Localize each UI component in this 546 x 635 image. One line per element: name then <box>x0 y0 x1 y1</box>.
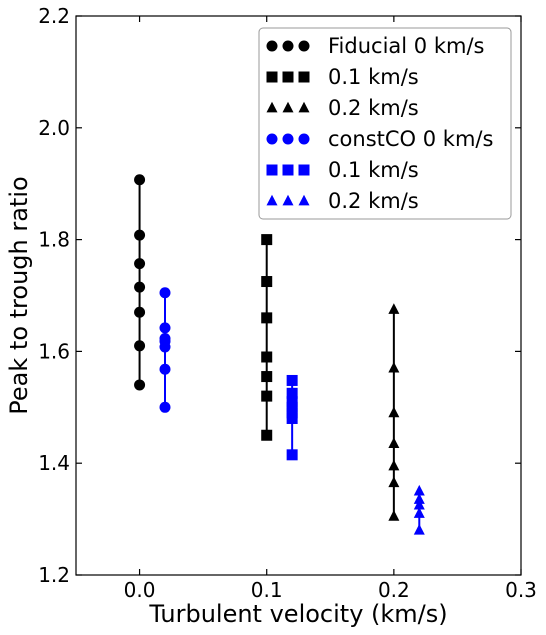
legend-marker <box>298 101 310 113</box>
data-point <box>286 412 298 424</box>
data-point <box>413 498 425 510</box>
legend-label: 0.2 km/s <box>328 96 419 120</box>
legend-label: Fiducial 0 km/s <box>328 34 484 58</box>
data-point <box>388 510 400 521</box>
legend-item: 0.1 km/s <box>266 158 419 182</box>
x-tick-label: 0.3 <box>505 578 537 602</box>
legend-marker <box>298 133 310 145</box>
data-point <box>388 303 400 314</box>
data-point <box>159 333 171 345</box>
legend-marker <box>282 71 294 83</box>
legend-marker <box>282 164 294 176</box>
legend: Fiducial 0 km/s 0.1 km/s 0.2 km/s constCO 0… <box>258 27 512 220</box>
x-tick-label: 0.1 <box>251 578 283 602</box>
y-tick-label: 1.6 <box>38 339 70 363</box>
data-point <box>159 287 171 299</box>
data-point <box>134 258 146 270</box>
data-point <box>413 493 425 504</box>
data-point <box>159 401 171 413</box>
data-point <box>134 306 146 318</box>
data-point <box>261 371 273 383</box>
legend-marker <box>282 40 294 52</box>
legend-item: 0.1 km/s <box>266 65 419 89</box>
data-point <box>388 361 400 373</box>
data-point <box>388 437 400 449</box>
data-point <box>286 387 298 399</box>
y-tick-label: 1.8 <box>38 228 70 252</box>
legend-marker <box>266 133 278 145</box>
y-tick-label: 1.4 <box>38 451 70 475</box>
legend-box <box>258 27 512 220</box>
legend-marker <box>266 194 278 206</box>
x-tick-label: 0.2 <box>378 578 410 602</box>
legend-marker <box>298 194 310 206</box>
y-axis-title: Peak to trough ratio <box>5 176 33 414</box>
data-point <box>286 449 298 461</box>
data-point <box>159 322 171 334</box>
legend-marker <box>298 71 310 83</box>
plot-area <box>75 15 522 576</box>
data-point <box>134 174 146 186</box>
legend-marker <box>282 101 294 113</box>
data-point <box>261 276 273 288</box>
series-layer <box>134 174 425 535</box>
data-point <box>134 340 146 352</box>
x-tick-label: 0.0 <box>124 578 156 602</box>
legend-label: 0.2 km/s <box>328 189 419 213</box>
legend-marker <box>266 40 278 52</box>
x-axis-title: Turbulent velocity (km/s) <box>148 600 447 628</box>
legend-item: 0.2 km/s <box>266 96 419 120</box>
data-point <box>134 379 146 391</box>
series-4 <box>286 374 298 461</box>
legend-label: 0.1 km/s <box>328 65 419 89</box>
legend-item: constCO 0 km/s <box>266 127 493 151</box>
data-point <box>261 312 273 324</box>
y-tick-label: 2.2 <box>38 4 70 28</box>
series-0 <box>134 174 146 391</box>
data-point <box>134 281 146 293</box>
series-3 <box>159 287 171 413</box>
y-tick-label: 1.2 <box>38 563 70 587</box>
x-axis: 0.0 0.1 0.2 0.3 <box>124 16 537 602</box>
legend-marker <box>266 101 278 113</box>
legend-marker <box>298 164 310 176</box>
legend-marker <box>266 164 278 176</box>
series-2 <box>388 303 400 521</box>
data-point <box>388 459 400 471</box>
data-point <box>159 363 171 375</box>
data-point <box>261 234 273 246</box>
data-point <box>261 351 273 363</box>
data-point <box>286 401 298 413</box>
legend-marker <box>282 194 294 206</box>
data-point <box>261 390 273 402</box>
data-point <box>286 374 298 386</box>
legend-item: Fiducial 0 km/s <box>266 34 484 58</box>
legend-marker <box>298 40 310 52</box>
y-axis: 1.2 1.4 1.6 1.8 2.0 2.2 <box>38 4 521 587</box>
data-point <box>388 476 400 488</box>
legend-label: constCO 0 km/s <box>328 127 493 151</box>
legend-label: 0.1 km/s <box>328 158 419 182</box>
data-point <box>134 229 146 241</box>
data-point <box>388 406 400 418</box>
data-point <box>261 429 273 441</box>
data-point <box>286 396 298 408</box>
legend-marker <box>266 71 278 83</box>
data-point <box>413 507 425 518</box>
legend-marker <box>282 133 294 145</box>
series-1 <box>261 234 273 441</box>
series-5 <box>413 484 425 535</box>
data-point <box>413 524 425 535</box>
legend-item: 0.2 km/s <box>266 189 419 213</box>
data-point <box>286 407 298 419</box>
plot-frame <box>75 15 522 576</box>
y-tick-label: 2.0 <box>38 116 70 140</box>
data-point <box>413 484 425 496</box>
